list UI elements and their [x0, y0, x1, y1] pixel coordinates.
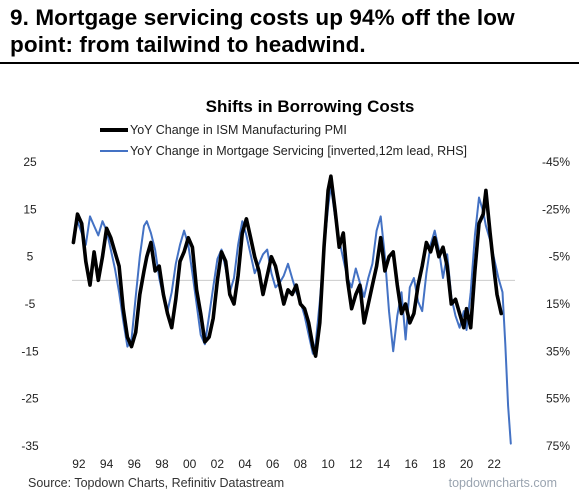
series-layer [71, 174, 512, 445]
watermark: topdowncharts.com [448, 476, 557, 490]
right-tick-label: 75% [546, 439, 570, 453]
left-tick-label: -35 [21, 439, 39, 453]
headline-divider [0, 62, 579, 64]
left-tick-label: -25 [21, 392, 39, 406]
page-headline: 9. Mortgage servicing costs up 94% off t… [10, 5, 515, 57]
x-tick-label: 94 [100, 457, 114, 471]
x-tick-label: 20 [460, 457, 474, 471]
legend-label: YoY Change in Mortgage Servicing [invert… [130, 144, 467, 158]
x-tick-label: 06 [266, 457, 280, 471]
left-tick-label: -15 [21, 344, 39, 358]
right-tick-label: -5% [549, 250, 571, 264]
x-tick-label: 14 [377, 457, 391, 471]
left-axis: 25 15 5 -5 -15 -25 -35 [21, 155, 39, 453]
x-tick-label: 92 [72, 457, 86, 471]
left-tick-label: -5 [25, 297, 36, 311]
right-tick-label: 15% [546, 297, 570, 311]
left-tick-label: 15 [23, 202, 37, 216]
right-tick-label: -45% [542, 155, 570, 169]
right-tick-label: 35% [546, 344, 570, 358]
left-tick-label: 5 [27, 250, 34, 264]
right-tick-label: 55% [546, 392, 570, 406]
series-line-ism-pmi [71, 174, 503, 358]
x-tick-label: 00 [183, 457, 197, 471]
x-tick-label: 98 [155, 457, 169, 471]
right-tick-label: -25% [542, 202, 570, 216]
x-tick-label: 04 [238, 457, 252, 471]
x-tick-label: 02 [211, 457, 225, 471]
x-tick-label: 08 [294, 457, 308, 471]
x-tick-label: 22 [488, 457, 502, 471]
x-tick-label: 16 [404, 457, 418, 471]
x-axis: 92 94 96 98 00 02 04 06 08 10 12 14 16 18 20 22 [72, 457, 501, 471]
right-axis: -45% -25% -5% 15% 35% 55% 75% [542, 155, 570, 453]
left-tick-label: 25 [23, 155, 37, 169]
x-tick-label: 18 [432, 457, 446, 471]
legend-label: YoY Change in ISM Manufacturing PMI [130, 123, 347, 137]
chart-title: Shifts in Borrowing Costs [206, 97, 415, 116]
x-tick-label: 96 [128, 457, 142, 471]
source-note: Source: Topdown Charts, Refinitiv Datast… [28, 476, 285, 490]
legend: YoY Change in ISM Manufacturing PMI YoY C… [100, 123, 467, 158]
x-tick-label: 10 [321, 457, 335, 471]
x-tick-label: 12 [349, 457, 363, 471]
